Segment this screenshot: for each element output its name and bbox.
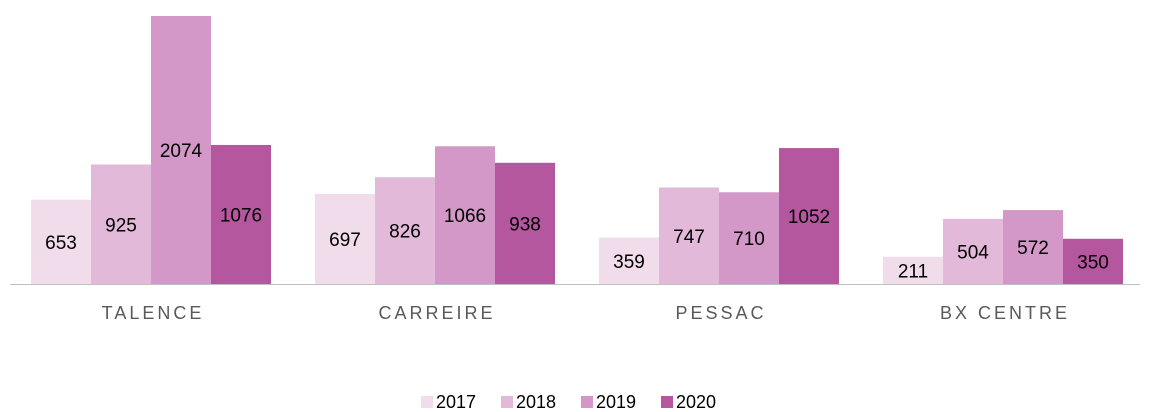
- legend-label: 2020: [676, 392, 716, 412]
- value-label: 710: [733, 229, 765, 250]
- x-tick-label: TALENCE: [102, 303, 205, 323]
- value-label: 826: [389, 222, 421, 243]
- value-label: 359: [613, 252, 645, 273]
- legend-label: 2019: [596, 392, 636, 412]
- legend-swatch: [501, 396, 513, 408]
- bar: [599, 237, 659, 284]
- bar: [315, 193, 375, 284]
- value-label: 653: [45, 233, 77, 254]
- bar: [435, 146, 495, 284]
- x-tick-label: BX CENTRE: [940, 303, 1070, 323]
- value-label: 1076: [220, 205, 262, 226]
- value-label: 925: [105, 215, 137, 236]
- bar: [495, 162, 555, 284]
- bar: [1003, 210, 1063, 284]
- bar: [375, 177, 435, 284]
- bar: [719, 192, 779, 284]
- x-tick-label: CARREIRE: [378, 303, 495, 323]
- legend-label: 2018: [516, 392, 556, 412]
- bar: [943, 218, 1003, 284]
- value-label: 747: [673, 227, 705, 248]
- value-label: 350: [1077, 252, 1109, 273]
- legend-label: 2017: [436, 392, 476, 412]
- legend-swatch: [661, 396, 673, 408]
- bar: [31, 199, 91, 284]
- bar: [659, 187, 719, 284]
- value-label: 572: [1017, 238, 1049, 259]
- legend-swatch: [581, 396, 593, 408]
- bar: [91, 164, 151, 284]
- bar: [211, 144, 271, 284]
- value-label: 211: [898, 261, 928, 282]
- value-label: 1052: [788, 207, 830, 228]
- x-tick-label: PESSAC: [675, 303, 766, 323]
- value-label: 1066: [444, 206, 486, 227]
- value-label: 938: [509, 214, 541, 235]
- value-label: 504: [957, 242, 989, 263]
- bar: [1063, 238, 1123, 284]
- bar: [151, 16, 211, 284]
- bar: [779, 148, 839, 284]
- value-label: 697: [329, 230, 361, 251]
- bar: [883, 256, 943, 284]
- value-label: 2074: [160, 141, 203, 162]
- legend-swatch: [421, 396, 433, 408]
